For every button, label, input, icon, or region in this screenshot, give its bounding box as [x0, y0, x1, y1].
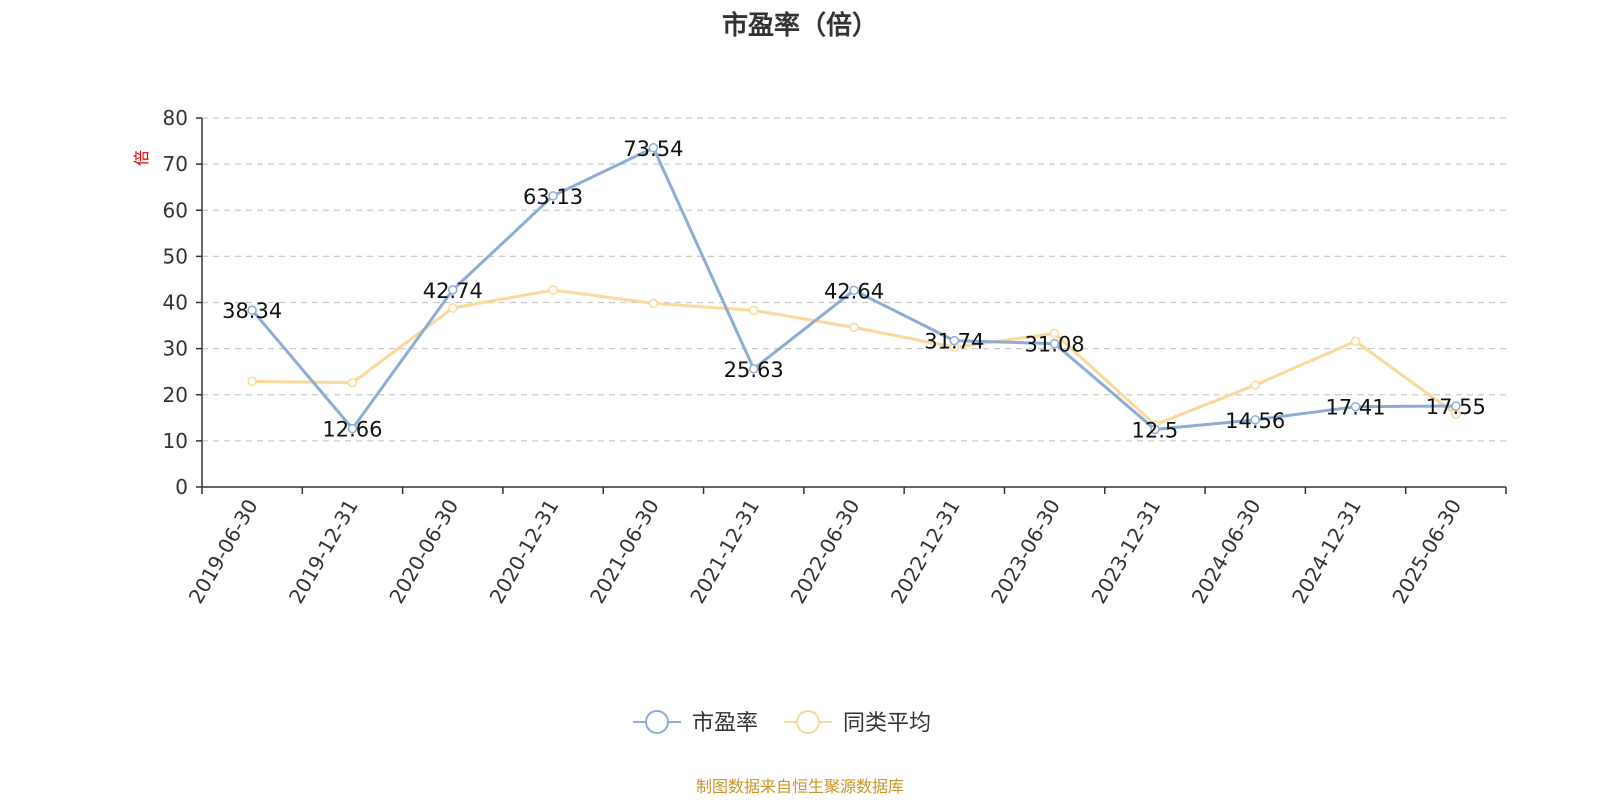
data-point[interactable] — [748, 364, 759, 374]
data-point[interactable] — [548, 191, 558, 201]
x-tick-label: 2020-12-31 — [485, 495, 564, 608]
x-tick-label: 2021-06-30 — [585, 495, 664, 608]
axes: 0 10 20 30 40 50 60 70 80 2019-06-30 2019-12-31 202… — [163, 106, 1507, 608]
source-note: 制图数据来自恒生聚源数据库 — [696, 777, 904, 796]
series-peer-average — [247, 285, 1461, 430]
legend-label: 同类平均 — [843, 711, 931, 736]
data-label: 25.63 — [724, 358, 784, 382]
x-tick-label: 2024-06-30 — [1187, 495, 1266, 608]
grid-lines — [202, 117, 1506, 442]
data-point[interactable] — [247, 305, 257, 315]
data-point[interactable] — [1049, 328, 1060, 339]
legend-marker — [796, 710, 820, 734]
x-tick-label: 2019-06-30 — [184, 495, 263, 608]
data-point[interactable] — [849, 285, 859, 296]
legend-label: 市盈率 — [692, 711, 758, 736]
data-point[interactable] — [949, 335, 960, 346]
series-line — [252, 288, 1457, 427]
x-tick-label: 2024-12-31 — [1287, 495, 1366, 608]
data-label: 63.13 — [523, 185, 583, 209]
legend-marker — [645, 710, 669, 734]
x-tick-label: 2025-06-30 — [1387, 495, 1466, 608]
legend-item-pe-ratio[interactable]: 市盈率 — [633, 710, 758, 736]
data-point[interactable] — [347, 423, 358, 434]
data-label: 38.34 — [222, 299, 282, 323]
data-label: 31.08 — [1025, 333, 1085, 357]
y-tick-label: 10 — [163, 429, 188, 453]
data-label: 17.41 — [1325, 396, 1385, 420]
y-tick-label: 20 — [163, 383, 188, 407]
data-label: 42.64 — [824, 279, 884, 303]
x-tick-label: 2023-12-31 — [1086, 495, 1165, 608]
data-point[interactable] — [548, 285, 558, 295]
y-tick-label: 80 — [163, 106, 188, 130]
data-point[interactable] — [1250, 380, 1260, 390]
x-tick-label: 2022-12-31 — [886, 495, 965, 608]
x-tick-label: 2020-06-30 — [384, 495, 463, 608]
data-point[interactable] — [1350, 336, 1361, 346]
data-point[interactable] — [448, 303, 458, 313]
legend-item-peer-average[interactable]: 同类平均 — [784, 710, 931, 736]
data-point[interactable] — [1049, 338, 1060, 349]
y-tick-label: 0 — [175, 475, 188, 499]
y-tick-label: 30 — [163, 337, 188, 361]
data-point[interactable] — [448, 285, 458, 295]
x-tick-label: 2021-12-31 — [685, 495, 764, 608]
data-labels: 38.34 12.66 42.74 63.13 73.54 25.63 42.64 31.74… — [222, 137, 1486, 443]
data-label: 17.55 — [1426, 395, 1486, 419]
data-label: 14.56 — [1225, 409, 1285, 433]
data-point[interactable] — [347, 378, 358, 388]
data-point[interactable] — [648, 298, 659, 309]
x-tick-label: 2023-06-30 — [986, 495, 1065, 608]
data-point[interactable] — [748, 305, 759, 316]
y-tick-label: 70 — [163, 152, 188, 176]
data-point[interactable] — [1250, 415, 1260, 425]
data-label: 42.74 — [423, 279, 483, 303]
data-point[interactable] — [648, 143, 659, 153]
series-pe-ratio — [247, 143, 1461, 435]
y-tick-label: 40 — [163, 291, 188, 315]
data-point[interactable] — [1350, 401, 1361, 412]
x-tick-label: 2019-12-31 — [284, 495, 363, 608]
data-label: 73.54 — [623, 137, 683, 161]
y-axis-unit: 倍 — [132, 150, 151, 166]
y-tick-label: 50 — [163, 244, 188, 268]
data-point[interactable] — [849, 322, 859, 333]
data-point[interactable] — [1150, 424, 1160, 435]
data-label: 31.74 — [924, 330, 984, 354]
data-label: 12.66 — [322, 418, 382, 442]
x-tick-label: 2022-06-30 — [785, 495, 864, 608]
legend[interactable]: 市盈率 同类平均 — [633, 710, 931, 736]
series-layer — [247, 143, 1461, 435]
data-label: 12.5 — [1132, 418, 1179, 442]
data-point[interactable] — [247, 376, 257, 387]
chart-title: 市盈率（倍） — [722, 10, 878, 41]
y-tick-label: 60 — [163, 198, 188, 222]
data-point[interactable] — [1451, 401, 1461, 411]
